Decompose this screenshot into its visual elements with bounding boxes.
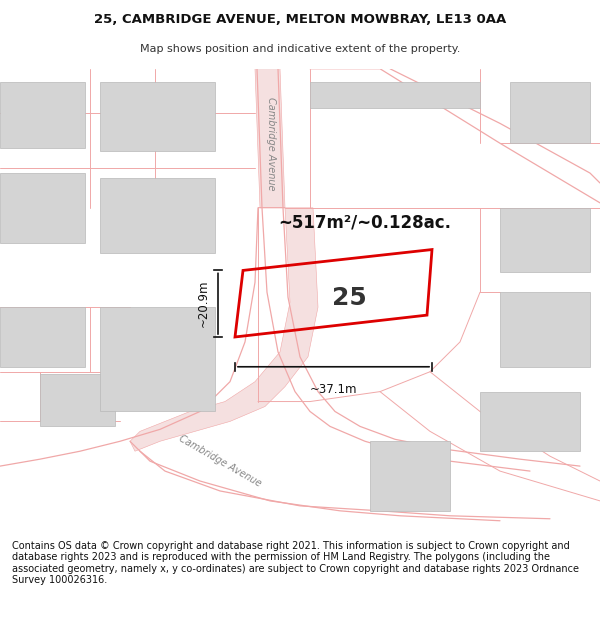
Polygon shape — [480, 392, 580, 451]
Polygon shape — [0, 82, 85, 148]
Polygon shape — [100, 307, 215, 411]
Text: Cambridge Avenue: Cambridge Avenue — [177, 434, 263, 489]
Text: ~20.9m: ~20.9m — [197, 280, 210, 328]
Text: Contains OS data © Crown copyright and database right 2021. This information is : Contains OS data © Crown copyright and d… — [12, 541, 579, 586]
Polygon shape — [255, 69, 285, 208]
Polygon shape — [100, 82, 215, 151]
Polygon shape — [0, 173, 85, 242]
Text: Map shows position and indicative extent of the property.: Map shows position and indicative extent… — [140, 44, 460, 54]
Text: ~37.1m: ~37.1m — [310, 382, 357, 396]
Text: 25, CAMBRIDGE AVENUE, MELTON MOWBRAY, LE13 0AA: 25, CAMBRIDGE AVENUE, MELTON MOWBRAY, LE… — [94, 12, 506, 26]
Polygon shape — [310, 82, 480, 109]
Polygon shape — [100, 178, 215, 252]
Polygon shape — [130, 208, 318, 451]
Polygon shape — [510, 82, 590, 143]
Text: 25: 25 — [332, 286, 367, 310]
Polygon shape — [370, 441, 450, 511]
Text: Cambridge Avenue: Cambridge Avenue — [266, 96, 276, 190]
Text: ~517m²/~0.128ac.: ~517m²/~0.128ac. — [278, 214, 452, 232]
Polygon shape — [500, 292, 590, 367]
Polygon shape — [500, 208, 590, 272]
Polygon shape — [40, 374, 115, 426]
Polygon shape — [0, 307, 85, 367]
